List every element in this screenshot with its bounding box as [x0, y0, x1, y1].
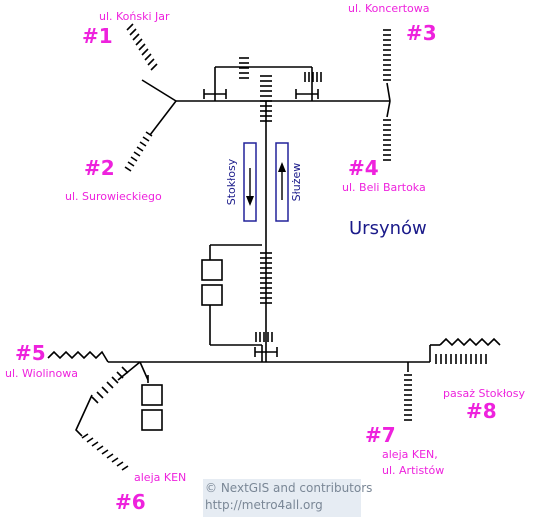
- stairs: [81, 23, 487, 471]
- exit-8-number: #8: [466, 399, 497, 423]
- exit-6-number: #6: [115, 490, 146, 514]
- exit-5-label: ul. Wiolinowa: [5, 367, 78, 380]
- attribution-box: [203, 479, 361, 517]
- elevator-lower-2: [141, 409, 163, 431]
- exit-7-label-line2: ul. Artistów: [382, 464, 444, 477]
- exit-3-label: ul. Koncertowa: [348, 2, 430, 15]
- direction-label-right: Służew: [290, 163, 303, 202]
- elevator-upper-2: [201, 284, 223, 306]
- elevators: [141, 259, 223, 431]
- ramp-exit-6-link: [75, 394, 93, 437]
- exit-6-label: aleja KEN: [134, 471, 186, 484]
- exit-1-label: ul. Koński Jar: [99, 10, 170, 23]
- exit-7-label-line1: aleja KEN,: [382, 448, 438, 461]
- platform: Stokłosy Służew: [225, 142, 303, 222]
- arrow-down-icon: [246, 196, 254, 206]
- passage-lines: [108, 66, 440, 383]
- exit-3-number: #3: [406, 21, 437, 45]
- ramp-exit-5: [47, 350, 109, 363]
- attribution-link[interactable]: http://metro4all.org: [205, 498, 323, 512]
- exit-1-number: #1: [82, 24, 113, 48]
- exit-2-number: #2: [84, 156, 115, 180]
- ramps: [47, 337, 501, 437]
- station-name: Ursynów: [349, 218, 427, 239]
- elevator-lower-1: [141, 384, 163, 406]
- exit-5-number: #5: [15, 341, 46, 365]
- direction-label-left: Stokłosy: [225, 158, 238, 205]
- attribution-line-1: © NextGIS and contributors: [205, 481, 373, 495]
- arrow-up-icon: [278, 162, 286, 172]
- elevator-upper-1: [201, 259, 223, 281]
- turnstiles: [203, 89, 319, 357]
- ramp-exit-8: [439, 337, 501, 347]
- exit-4-number: #4: [348, 156, 379, 180]
- exit-2-label: ul. Surowieckiego: [65, 190, 162, 203]
- exit-7-number: #7: [365, 423, 396, 447]
- exit-8-label: pasaż Stokłosy: [443, 387, 525, 400]
- exit-4-label: ul. Beli Bartoka: [342, 181, 426, 194]
